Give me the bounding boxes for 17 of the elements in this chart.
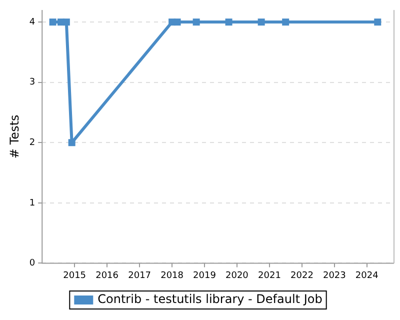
- legend-label: Contrib - testutils library - Default Job: [98, 292, 322, 306]
- y-tick-label: 0: [29, 258, 36, 269]
- x-tick-label: 2016: [96, 270, 119, 281]
- y-tick-label: 3: [29, 78, 36, 88]
- x-tick-label: 2020: [226, 270, 249, 281]
- x-tick-label: 2024: [355, 270, 379, 281]
- x-tick-label: 2022: [290, 270, 314, 281]
- x-tick-label: 2017: [128, 270, 152, 281]
- y-axis-title: # Tests: [7, 114, 22, 158]
- x-tick-label: 2019: [193, 270, 216, 281]
- x-tick-label: 2023: [322, 270, 346, 281]
- x-tick-label: 2015: [63, 270, 86, 281]
- x-tick-label: 2018: [160, 270, 184, 281]
- y-tick-label: 1: [29, 198, 36, 208]
- x-tick-label: 2021: [258, 270, 281, 281]
- y-tick-label: 2: [29, 138, 36, 148]
- y-tick-label: 4: [29, 17, 36, 28]
